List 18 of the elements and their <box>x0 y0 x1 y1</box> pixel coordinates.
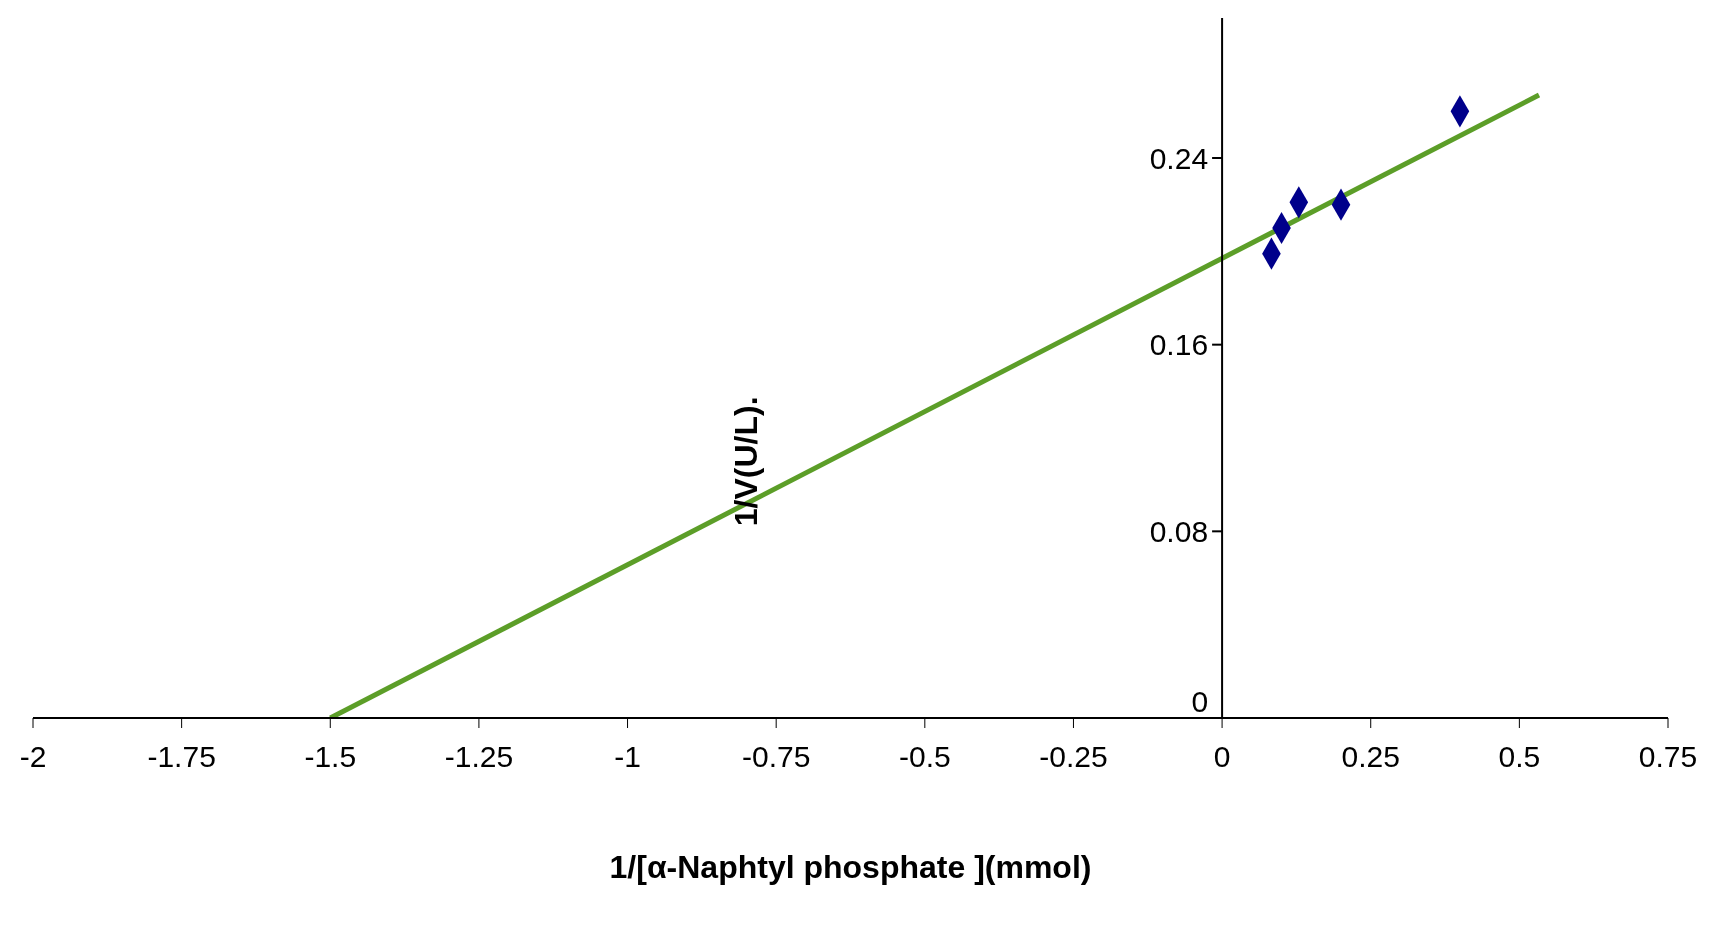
x-tick-label: -1.5 <box>304 740 357 774</box>
x-tick-label: -1.25 <box>444 740 514 774</box>
y-tick-label: 0.08 <box>1149 514 1209 548</box>
x-tick-label: -0.25 <box>1039 740 1108 774</box>
x-axis-title: 1/[α-Naphtyl phosphate ](mmol) <box>609 849 1092 885</box>
y-tick-label: 0.16 <box>1149 328 1209 362</box>
x-tick-label: -1 <box>614 740 641 774</box>
y-tick-label: 0 <box>1191 685 1209 718</box>
x-tick-label: -1.75 <box>147 740 216 774</box>
x-tick-label: 0 <box>1213 740 1231 774</box>
y-tick-label: 0.24 <box>1149 141 1209 175</box>
x-tick-label: 0.25 <box>1341 740 1400 774</box>
x-tick-label: -2 <box>19 740 47 774</box>
x-tick-label: -0.5 <box>898 740 951 774</box>
x-tick-label: 0.5 <box>1498 740 1541 774</box>
x-tick-label: -0.75 <box>741 740 811 774</box>
y-axis-title: 1/V(U/L). <box>728 396 765 527</box>
x-tick-label: 0.75 <box>1638 740 1698 774</box>
